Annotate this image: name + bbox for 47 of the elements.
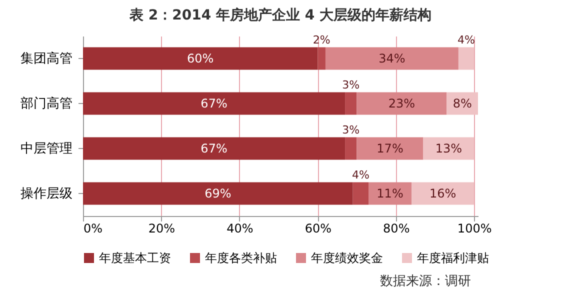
legend-label: 年度各类补贴 [205, 251, 277, 265]
data-label: 69% [204, 186, 232, 200]
x-tick-label: 60% [304, 222, 332, 236]
bar [345, 137, 357, 160]
data-label: 3% [342, 124, 360, 136]
bar [423, 137, 474, 160]
data-label: 8% [452, 96, 472, 110]
x-tick-label: 20% [148, 222, 176, 236]
data-label: 11% [376, 186, 404, 200]
bar [458, 47, 474, 70]
data-label: 3% [342, 78, 360, 92]
x-tick-label: 40% [226, 222, 254, 236]
data-label: 2% [312, 34, 330, 46]
bar [83, 47, 318, 70]
bar [368, 182, 412, 205]
x-tick-label: 0% [84, 222, 103, 236]
bar [83, 137, 346, 160]
bar [412, 182, 474, 205]
data-label: 17% [376, 142, 404, 156]
data-label: 4% [352, 168, 370, 182]
data-label: 60% [186, 52, 214, 66]
data-label: 16% [429, 186, 456, 200]
source-note: 数据来源：调研 [380, 273, 471, 290]
chart-title: 表 2：2014 年房地产企业 4 大层级的年薪结构 [128, 6, 432, 24]
legend-label: 年度绩效奖金 [311, 251, 383, 265]
data-label: 67% [200, 142, 228, 156]
y-tick-label: 部门高管 [20, 96, 72, 112]
x-tick-label: 100% [457, 222, 492, 236]
bar [356, 137, 424, 160]
bar [318, 47, 326, 70]
bar [83, 182, 353, 205]
bar [345, 92, 357, 115]
x-tick-label: 80% [383, 222, 410, 236]
legend-label: 年度福利津贴 [417, 251, 489, 265]
bar [83, 92, 346, 115]
y-tick-label: 中层管理 [20, 142, 72, 156]
y-tick-label: 操作层级 [20, 186, 72, 202]
data-label: 67% [200, 96, 228, 110]
legend-label: 年度基本工资 [99, 251, 171, 265]
data-label: 23% [388, 96, 416, 110]
data-label: 34% [378, 52, 406, 66]
data-label: 13% [435, 142, 462, 156]
bar [356, 92, 447, 115]
y-tick-label: 集团高管 [20, 50, 72, 66]
bar [352, 182, 368, 205]
bar [325, 47, 458, 70]
data-label: 4% [458, 34, 475, 46]
